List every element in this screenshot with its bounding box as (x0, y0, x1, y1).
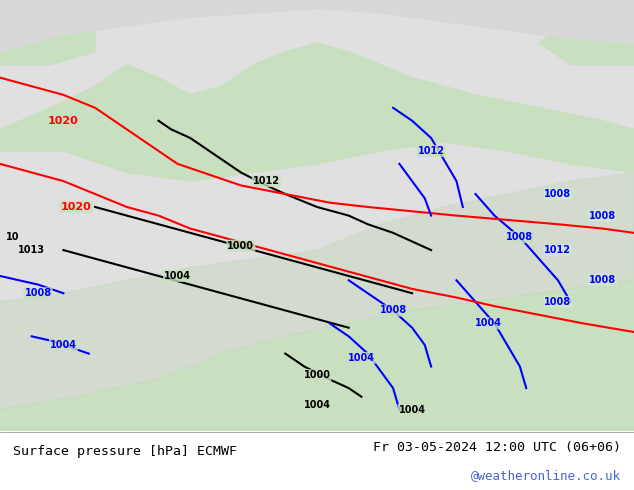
Text: 1004: 1004 (475, 318, 501, 328)
Text: 1013: 1013 (18, 245, 45, 255)
Polygon shape (0, 0, 634, 52)
Text: 10: 10 (6, 232, 20, 242)
Polygon shape (539, 9, 634, 65)
Text: 1004: 1004 (164, 271, 191, 281)
Text: 1012: 1012 (545, 245, 571, 255)
Text: 1004: 1004 (50, 340, 77, 350)
Text: 1004: 1004 (304, 400, 330, 410)
Text: 1004: 1004 (399, 405, 425, 415)
Text: 1000: 1000 (228, 241, 254, 251)
Text: 1008: 1008 (545, 189, 571, 199)
Text: 1008: 1008 (25, 288, 51, 298)
Text: 1020: 1020 (61, 202, 91, 212)
Text: 1008: 1008 (380, 305, 406, 316)
Polygon shape (0, 280, 634, 431)
Text: 1020: 1020 (48, 116, 79, 126)
Polygon shape (0, 172, 634, 410)
Text: 1008: 1008 (589, 275, 616, 285)
Text: 1012: 1012 (418, 146, 444, 156)
Text: 1004: 1004 (348, 353, 375, 363)
Polygon shape (0, 43, 634, 181)
Text: 1000: 1000 (304, 370, 330, 380)
Text: Fr 03-05-2024 12:00 UTC (06+06): Fr 03-05-2024 12:00 UTC (06+06) (373, 441, 621, 454)
Polygon shape (444, 336, 634, 431)
Text: Surface pressure [hPa] ECMWF: Surface pressure [hPa] ECMWF (13, 445, 236, 458)
Text: 1008: 1008 (507, 232, 533, 242)
Text: 1008: 1008 (545, 297, 571, 307)
Text: @weatheronline.co.uk: @weatheronline.co.uk (471, 469, 621, 482)
Circle shape (336, 371, 361, 388)
Polygon shape (0, 0, 95, 65)
Text: 1008: 1008 (589, 211, 616, 220)
Text: 1012: 1012 (253, 176, 280, 186)
